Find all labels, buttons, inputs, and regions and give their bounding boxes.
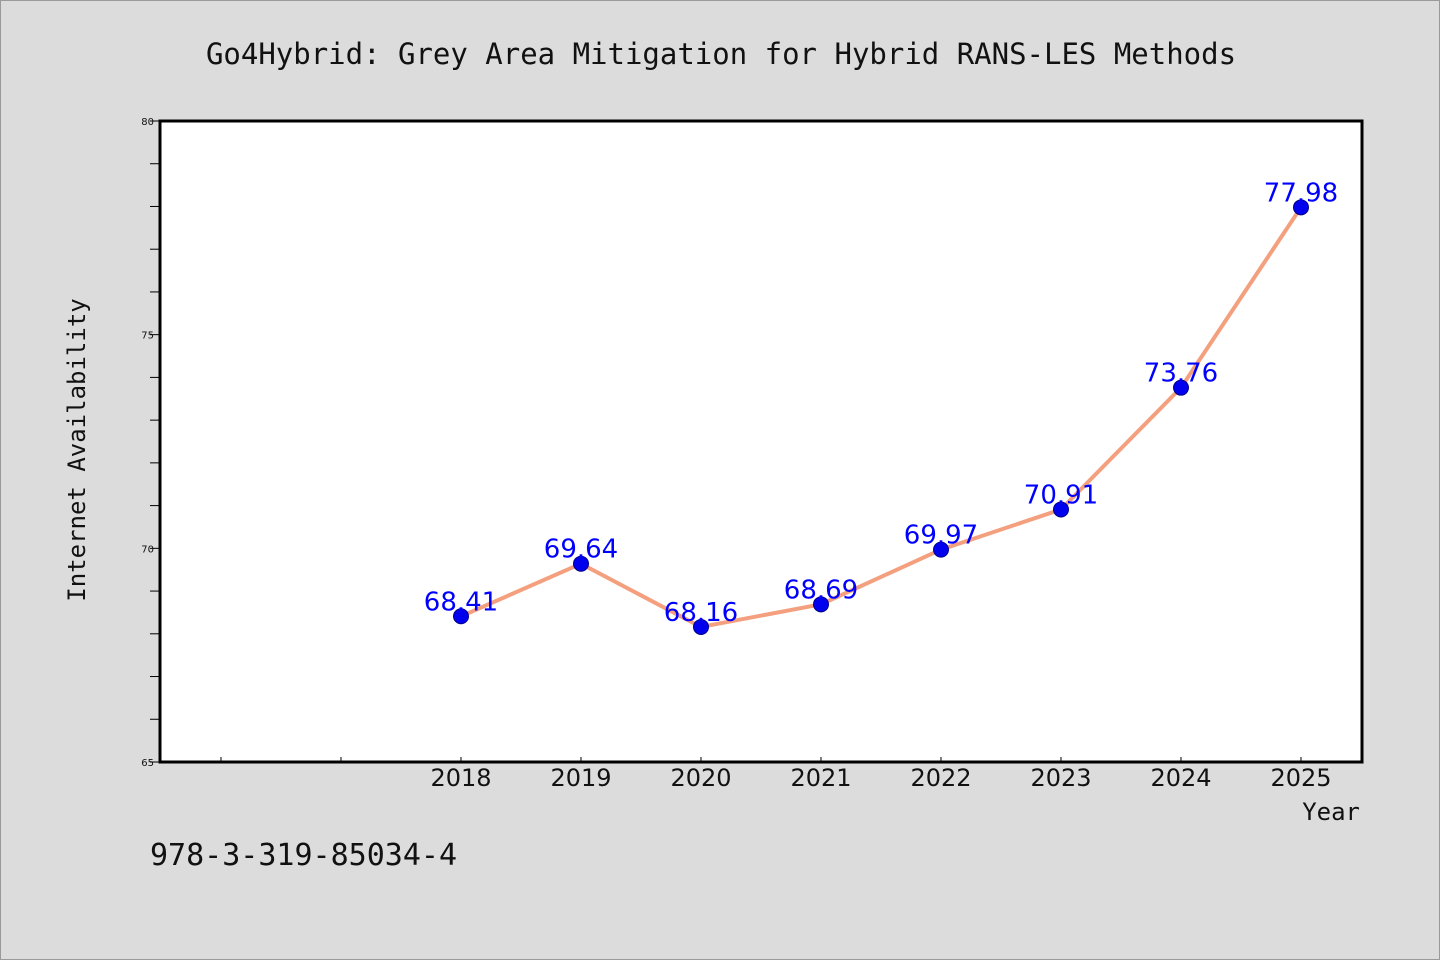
y-axis-ticks: 65 70 75 80 (141, 117, 160, 769)
x-tick-label: 2023 (1030, 764, 1091, 792)
y-tick-label: 70 (141, 544, 154, 555)
data-point (1293, 199, 1309, 216)
data-labels-layer: 68.41 69.64 68.16 68.69 69.97 70.91 73.76 77.98 (424, 178, 1338, 628)
data-label: 73.76 (1144, 359, 1218, 389)
data-label: 69.64 (544, 535, 618, 565)
x-tick-label: 2024 (1150, 764, 1211, 792)
series-layer (453, 199, 1309, 635)
data-point (813, 596, 829, 613)
data-point (1173, 379, 1189, 396)
data-label: 68.41 (424, 587, 498, 617)
data-point (453, 608, 469, 625)
plot-area (158, 119, 1364, 764)
x-tick-label: 2019 (550, 764, 611, 792)
y-tick-label: 65 (141, 758, 154, 769)
data-label: 70.91 (1024, 480, 1098, 510)
x-tick-label: 2025 (1270, 764, 1331, 792)
x-tick-label: 2018 (430, 764, 491, 792)
data-label: 69.97 (904, 521, 978, 551)
y-axis-title: Internet Availability (63, 298, 91, 601)
data-point (693, 618, 709, 635)
data-point (1053, 501, 1069, 518)
data-point (573, 555, 589, 572)
x-axis-ticks: 2018 2019 2020 2021 2022 2023 2024 2025 (220, 757, 1332, 792)
y-tick-label: 80 (141, 117, 154, 128)
data-label: 68.16 (664, 598, 738, 628)
x-tick-label: 2020 (670, 764, 731, 792)
isbn-footnote: 978-3-319-85034-4 (150, 838, 457, 873)
data-label: 77.98 (1264, 178, 1338, 208)
chart-title: Go4Hybrid: Grey Area Mitigation for Hybr… (206, 37, 1236, 71)
y-tick-label: 75 (141, 331, 154, 342)
x-tick-label: 2022 (910, 764, 971, 792)
data-point (933, 541, 949, 558)
series-line (459, 205, 1303, 629)
x-tick-label: 2021 (790, 764, 851, 792)
x-axis-title: Year (1302, 798, 1360, 826)
data-label: 68.69 (784, 575, 858, 605)
